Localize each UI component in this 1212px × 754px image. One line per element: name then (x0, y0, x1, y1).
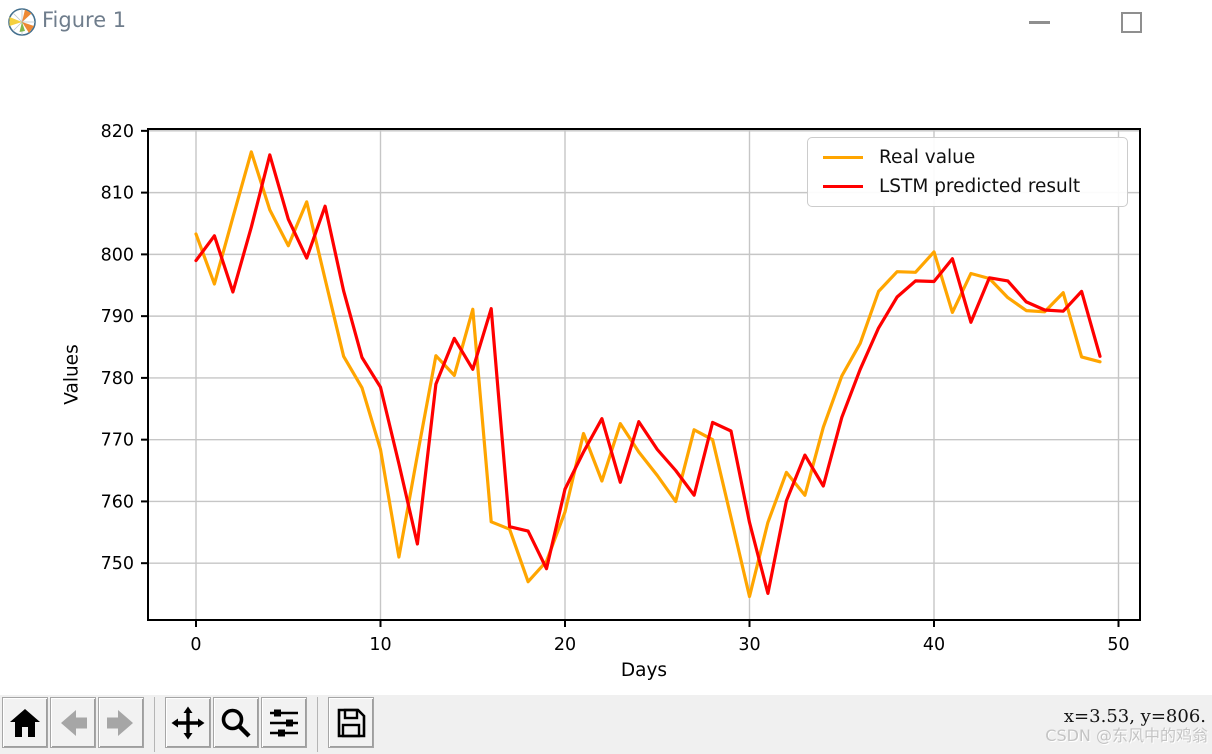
csdn-watermark: CSDN @东风中的鸡翁 (1045, 726, 1208, 745)
move-cross-icon (171, 706, 205, 739)
legend-line-sample-red (823, 185, 863, 188)
y-tick-label: 750 (101, 554, 134, 574)
legend-label: Real value (879, 147, 976, 168)
toolbar-separator (317, 697, 318, 752)
magnifier-icon (221, 708, 251, 738)
y-tick-label: 770 (101, 431, 134, 451)
x-tick-label: 50 (1107, 635, 1129, 655)
title-bar[interactable]: Figure 1 (0, 0, 1212, 45)
home-button[interactable] (2, 697, 48, 748)
zoom-button[interactable] (213, 697, 259, 748)
x-tick-label: 30 (738, 635, 760, 655)
home-icon (10, 708, 40, 737)
pan-button[interactable] (165, 697, 211, 748)
sliders-icon (270, 709, 298, 736)
y-tick-label: 780 (101, 369, 134, 389)
toolbar-separator (154, 697, 155, 752)
cursor-coordinates: x=3.53, y=806. (1063, 706, 1206, 727)
configure-subplots-button[interactable] (261, 697, 307, 748)
x-tick-label: 0 (190, 635, 201, 655)
x-tick-label: 20 (554, 635, 576, 655)
legend-item-real-value: Real value (823, 147, 1127, 168)
x-tick-label: 10 (369, 635, 391, 655)
y-tick-label: 760 (101, 492, 134, 512)
save-button[interactable] (328, 697, 374, 748)
minimize-button[interactable] (1029, 21, 1050, 24)
y-tick-label: 790 (101, 307, 134, 327)
back-button[interactable] (50, 697, 96, 748)
y-tick-label: 820 (101, 122, 134, 142)
y-tick-label: 800 (101, 245, 134, 265)
y-axis-label: Values (61, 344, 83, 405)
matplotlib-logo-icon (8, 8, 36, 36)
window-title: Figure 1 (42, 8, 127, 32)
y-tick-label: 810 (101, 184, 134, 204)
legend-line-sample-orange (823, 156, 863, 159)
axes-spines (147, 128, 1141, 621)
forward-button[interactable] (98, 697, 144, 748)
x-axis-label: Days (620, 660, 668, 681)
series-line-0 (194, 150, 1102, 599)
legend-label: LSTM predicted result (879, 176, 1081, 197)
arrow-left-icon (61, 709, 87, 736)
arrow-right-icon (107, 709, 133, 736)
legend: Real value LSTM predicted result (807, 137, 1128, 207)
floppy-disk-icon (337, 708, 366, 737)
navigation-toolbar: x=3.53, y=806. CSDN @东风中的鸡翁 (0, 695, 1212, 754)
maximize-button[interactable] (1121, 12, 1142, 33)
series-line-1 (194, 153, 1102, 596)
legend-item-lstm: LSTM predicted result (823, 176, 1127, 197)
x-tick-label: 40 (923, 635, 945, 655)
